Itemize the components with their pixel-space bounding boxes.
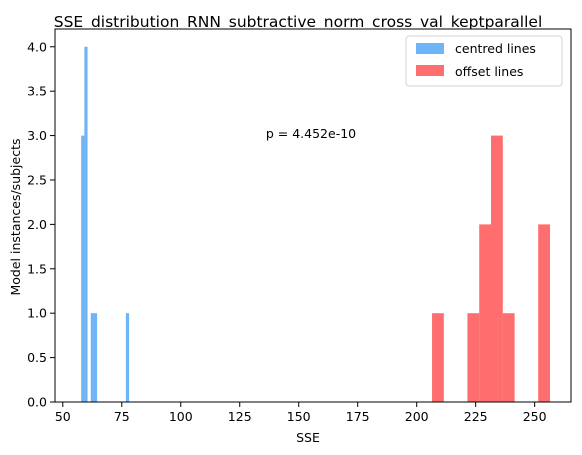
x-tick-label: 125 [228,409,252,424]
y-tick-label: 2.5 [27,172,47,187]
y-axis-label: Model instances/subjects [8,138,23,295]
histogram-bar-offset-lines-1 [467,313,480,402]
histogram-bar-offset-lines-4 [502,313,515,402]
y-tick-label: 1.0 [27,306,47,321]
histogram-bar-offset-lines-0 [432,313,444,402]
histogram-bar-centred-lines-3 [90,313,94,402]
legend: centred lines offset lines [405,35,563,87]
y-tick-label: 2.0 [27,217,47,232]
y-tick-label: 0.0 [27,395,47,410]
legend-label-offset-lines: offset lines [455,64,523,79]
y-ticks-group: 0.0 0.5 1.0 1.5 2.0 2.5 3.0 3.5 4.0 [27,39,55,410]
axes-frame [54,28,572,403]
x-tick-label: 200 [405,409,429,424]
chart-title: SSE_distribution_RNN_subtractive_norm_cr… [54,13,543,32]
bars-group [81,46,551,403]
histogram-bar-offset-lines-5 [538,224,551,402]
x-tick-label: 50 [55,409,71,424]
histogram-bar-offset-lines-3 [491,135,503,403]
legend-label-centred-lines: centred lines [455,41,536,56]
x-tick-label: 225 [464,409,488,424]
histogram-bar-offset-lines-2 [479,224,492,402]
y-tick-label: 3.0 [27,128,47,143]
x-tick-label: 250 [523,409,547,424]
y-tick-label: 1.5 [27,261,47,276]
x-tick-label: 75 [114,409,130,424]
histogram-bar-centred-lines-4 [93,313,98,402]
y-tick-label: 4.0 [27,39,47,54]
histogram-bar-centred-lines-5 [125,313,130,402]
x-tick-label: 175 [346,409,370,424]
y-tick-label: 0.5 [27,350,47,365]
p-value-annotation: p = 4.452e-10 [266,126,356,141]
histogram-bar-centred-lines-0 [81,135,85,403]
x-tick-label: 100 [169,409,193,424]
plot-area: 50 75 100 125 150 175 200 225 250 0.0 0.5 1.0 1.5 2.… [27,28,572,424]
legend-swatch-offset-lines [416,65,444,76]
x-tick-label: 150 [287,409,311,424]
legend-frame [405,35,563,87]
y-tick-label: 3.5 [27,84,47,99]
x-axis-label: SSE [296,430,320,445]
histogram-bar-centred-lines-1 [84,46,88,403]
legend-swatch-centred-lines [416,43,444,54]
x-ticks-group: 50 75 100 125 150 175 200 225 250 [55,402,547,424]
